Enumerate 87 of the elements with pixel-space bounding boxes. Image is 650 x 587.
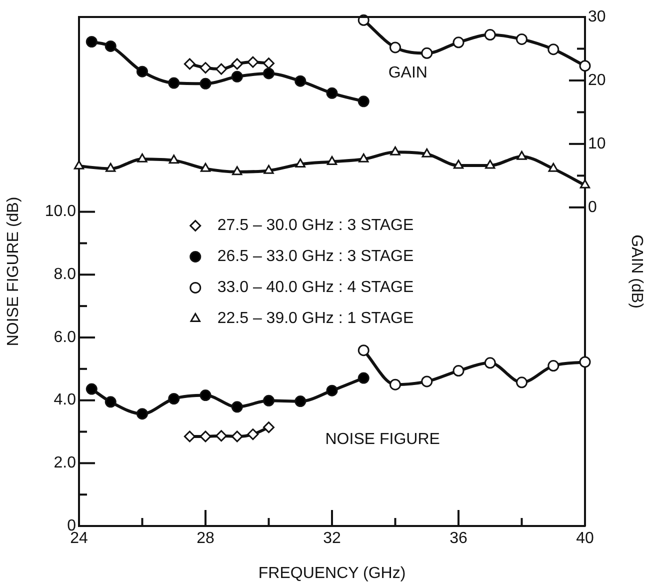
x-tick-label: 28 bbox=[196, 530, 214, 548]
point bbox=[390, 378, 401, 390]
point bbox=[184, 58, 196, 70]
point bbox=[263, 422, 274, 434]
point bbox=[263, 394, 274, 406]
point bbox=[86, 383, 98, 395]
legend-label: 26.5 – 33.0 GHz : 3 STAGE bbox=[217, 248, 414, 266]
point bbox=[390, 146, 400, 156]
point bbox=[358, 153, 369, 162]
point bbox=[548, 44, 560, 56]
legend-label: 27.5 – 30.0 GHz : 3 STAGE bbox=[217, 217, 414, 234]
x-tick-label: 40 bbox=[576, 530, 594, 548]
y-tick-label: 4.0 bbox=[54, 392, 76, 409]
point bbox=[294, 75, 306, 87]
point bbox=[484, 29, 496, 41]
point bbox=[294, 396, 306, 408]
y-tick-label: 10.0 bbox=[44, 203, 76, 220]
point bbox=[358, 96, 370, 108]
point bbox=[168, 154, 179, 164]
point bbox=[200, 78, 212, 90]
point bbox=[452, 365, 464, 377]
point bbox=[200, 430, 212, 442]
y2-tick-label: 20 bbox=[588, 72, 606, 89]
point bbox=[216, 430, 228, 442]
point bbox=[358, 372, 370, 384]
point bbox=[137, 153, 148, 162]
point bbox=[216, 63, 228, 75]
x-tick-label: 36 bbox=[450, 530, 468, 548]
point bbox=[421, 47, 433, 59]
point bbox=[421, 376, 433, 388]
point bbox=[200, 62, 212, 74]
point bbox=[326, 87, 338, 99]
point bbox=[390, 42, 401, 54]
y-tick-label: 2.0 bbox=[54, 454, 76, 472]
y2-tick-label: 10 bbox=[588, 135, 606, 152]
point bbox=[579, 60, 591, 72]
point bbox=[516, 33, 528, 45]
point bbox=[326, 384, 338, 396]
y-tick-label: 8.0 bbox=[54, 266, 76, 284]
point bbox=[453, 160, 464, 169]
point bbox=[168, 77, 180, 89]
point bbox=[184, 430, 196, 442]
point bbox=[247, 56, 259, 68]
point bbox=[136, 408, 148, 420]
point bbox=[484, 357, 496, 369]
y2-axis-title: GAIN (dB) bbox=[628, 234, 645, 308]
y-axis-title: NOISE FIGURE (dB) bbox=[5, 196, 22, 346]
y-tick-label: 6.0 bbox=[54, 328, 76, 346]
point bbox=[326, 156, 338, 165]
point bbox=[485, 160, 496, 169]
y2-tick-label: 30 bbox=[588, 8, 606, 26]
point bbox=[548, 162, 558, 172]
point bbox=[579, 356, 591, 368]
point bbox=[200, 390, 212, 402]
point bbox=[74, 160, 84, 170]
point bbox=[452, 36, 464, 48]
point bbox=[264, 164, 274, 174]
point bbox=[104, 396, 116, 408]
point bbox=[358, 344, 370, 356]
point bbox=[263, 58, 274, 70]
point bbox=[263, 68, 274, 80]
point bbox=[516, 376, 528, 388]
point bbox=[231, 401, 243, 413]
point bbox=[516, 150, 527, 160]
annotation: GAIN bbox=[388, 64, 428, 82]
point bbox=[232, 166, 242, 176]
point bbox=[200, 162, 211, 172]
point bbox=[422, 148, 432, 158]
point bbox=[104, 40, 116, 52]
point bbox=[168, 393, 180, 404]
point bbox=[295, 158, 306, 168]
point bbox=[86, 36, 98, 48]
point bbox=[548, 360, 560, 372]
x-tick-label: 24 bbox=[70, 530, 88, 548]
point bbox=[106, 162, 116, 172]
legend-label: 22.5 – 39.0 GHz : 1 STAGE bbox=[217, 310, 414, 328]
legend-label: 33.0 – 40.0 GHz : 4 STAGE bbox=[217, 279, 414, 296]
y2-tick-label: 0 bbox=[588, 198, 597, 216]
point bbox=[136, 66, 148, 78]
point bbox=[231, 58, 243, 70]
point bbox=[231, 430, 243, 442]
x-axis-title: FREQUENCY (GHz) bbox=[258, 564, 406, 582]
annotation: NOISE FIGURE bbox=[325, 430, 440, 448]
point bbox=[247, 428, 259, 440]
point bbox=[231, 70, 243, 82]
x-tick-label: 32 bbox=[323, 530, 341, 548]
point bbox=[580, 179, 590, 188]
